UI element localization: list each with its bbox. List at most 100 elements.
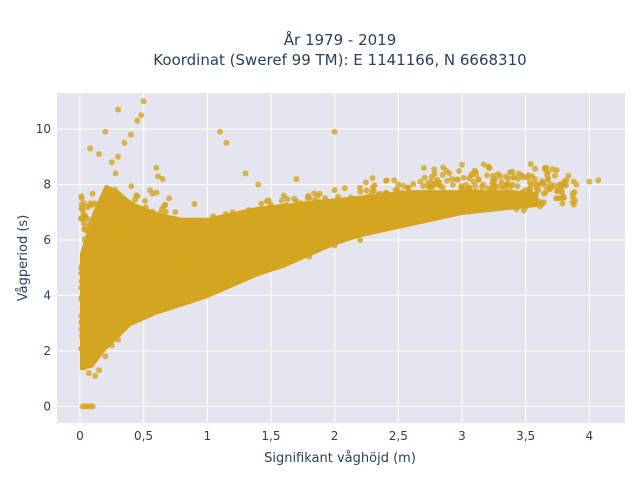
scatter-point bbox=[191, 200, 198, 207]
scatter-point bbox=[174, 261, 181, 268]
scatter-point bbox=[87, 145, 94, 152]
scatter-point bbox=[80, 316, 87, 323]
y-axis-title: Vågperiod (s) bbox=[16, 215, 31, 302]
scatter-point bbox=[110, 201, 117, 208]
scatter-point bbox=[152, 246, 159, 253]
scatter-point bbox=[322, 195, 329, 202]
scatter-point bbox=[96, 203, 102, 210]
scatter-point bbox=[159, 176, 166, 182]
scatter-point bbox=[420, 164, 427, 171]
scatter-point bbox=[369, 175, 376, 181]
scatter-point bbox=[497, 173, 504, 180]
scatter-point bbox=[278, 197, 285, 204]
scatter-point bbox=[92, 215, 99, 222]
x-tick-label: 0 bbox=[76, 429, 84, 443]
scatter-point bbox=[93, 241, 100, 248]
scatter-point bbox=[565, 172, 572, 179]
scatter-point bbox=[231, 224, 238, 231]
scatter-point bbox=[153, 254, 160, 261]
scatter-point bbox=[452, 200, 459, 207]
scatter-point bbox=[277, 212, 284, 219]
scatter-point bbox=[316, 226, 323, 233]
scatter-point bbox=[226, 234, 233, 241]
scatter-point bbox=[152, 211, 159, 218]
scatter-point bbox=[138, 112, 145, 119]
scatter-point bbox=[353, 196, 360, 203]
scatter-point bbox=[178, 295, 185, 302]
scatter-point bbox=[420, 183, 427, 189]
scatter-point bbox=[230, 245, 237, 252]
scatter-point bbox=[80, 272, 87, 279]
scatter-point bbox=[87, 326, 94, 333]
scatter-point bbox=[522, 187, 529, 194]
scatter-point bbox=[205, 263, 212, 270]
scatter-point bbox=[95, 275, 102, 281]
scatter-point bbox=[196, 269, 203, 276]
scatter-point bbox=[286, 238, 293, 245]
scatter-point bbox=[414, 208, 421, 215]
scatter-point bbox=[549, 166, 556, 173]
scatter-point bbox=[314, 192, 321, 199]
scatter-point bbox=[491, 176, 498, 183]
scatter-point bbox=[551, 172, 558, 179]
scatter-point bbox=[104, 230, 111, 237]
scatter-point bbox=[331, 216, 338, 222]
scatter-point bbox=[541, 164, 548, 171]
scatter-point bbox=[306, 195, 313, 202]
scatter-point bbox=[86, 221, 93, 228]
scatter-point bbox=[151, 223, 158, 230]
scatter-point bbox=[204, 223, 211, 230]
scatter-point bbox=[111, 316, 118, 323]
scatter-point bbox=[428, 199, 435, 206]
scatter-point bbox=[239, 225, 245, 232]
scatter-point bbox=[83, 311, 90, 318]
scatter-point bbox=[178, 245, 185, 252]
scatter-point bbox=[125, 294, 132, 301]
scatter-point bbox=[382, 220, 389, 227]
scatter-point bbox=[156, 294, 163, 300]
scatter-point bbox=[118, 275, 125, 282]
scatter-point bbox=[310, 229, 317, 236]
scatter-point bbox=[445, 193, 452, 200]
scatter-point bbox=[158, 267, 165, 274]
scatter-point bbox=[156, 274, 163, 281]
scatter-point bbox=[104, 292, 111, 299]
scatter-point bbox=[473, 191, 480, 198]
scatter-point bbox=[449, 176, 455, 183]
scatter-point bbox=[103, 309, 110, 316]
scatter-point bbox=[129, 279, 136, 286]
scatter-point bbox=[258, 240, 265, 247]
scatter-point bbox=[142, 282, 149, 289]
scatter-point bbox=[199, 230, 206, 236]
y-tick-label: 4 bbox=[43, 288, 51, 302]
y-axis-ticks: 0 2 4 6 8 10 bbox=[36, 122, 51, 413]
scatter-point bbox=[112, 232, 118, 239]
scatter-point bbox=[554, 187, 561, 194]
scatter-point bbox=[188, 226, 195, 232]
scatter-point bbox=[134, 193, 141, 200]
scatter-point bbox=[475, 176, 482, 183]
scatter-point bbox=[117, 306, 124, 313]
scatter-point bbox=[147, 289, 154, 296]
scatter-point bbox=[121, 214, 128, 221]
scatter-point bbox=[439, 171, 446, 178]
scatter-point bbox=[369, 184, 376, 191]
scatter-point bbox=[505, 175, 512, 182]
scatter-point bbox=[253, 248, 260, 255]
scatter-point bbox=[146, 253, 153, 260]
scatter-point bbox=[284, 220, 291, 227]
scatter-point bbox=[223, 243, 230, 249]
scatter-point bbox=[146, 275, 153, 282]
scatter-point bbox=[199, 244, 206, 251]
scatter-point bbox=[385, 215, 392, 222]
x-tick-label: 2,5 bbox=[389, 429, 408, 443]
scatter-point bbox=[106, 299, 113, 306]
scatter-point bbox=[242, 170, 249, 177]
scatter-point bbox=[248, 214, 255, 221]
scatter-point bbox=[90, 201, 96, 208]
scatter-point bbox=[134, 117, 141, 124]
scatter-point bbox=[84, 254, 90, 261]
scatter-point bbox=[362, 179, 369, 186]
scatter-point bbox=[553, 195, 560, 202]
scatter-point bbox=[331, 202, 338, 209]
